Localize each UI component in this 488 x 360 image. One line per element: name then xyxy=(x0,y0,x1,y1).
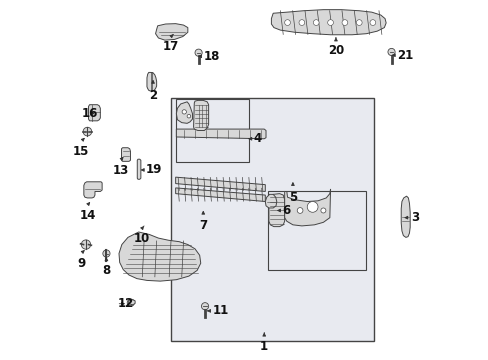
Circle shape xyxy=(127,299,134,306)
Polygon shape xyxy=(128,300,135,305)
Circle shape xyxy=(327,20,333,26)
Circle shape xyxy=(187,114,190,118)
Text: 1: 1 xyxy=(260,339,268,352)
Circle shape xyxy=(369,20,375,26)
Circle shape xyxy=(83,127,92,136)
Text: 18: 18 xyxy=(203,50,219,63)
Text: 16: 16 xyxy=(81,107,98,120)
Polygon shape xyxy=(271,10,386,35)
Text: 7: 7 xyxy=(199,220,207,233)
Text: 17: 17 xyxy=(163,40,179,53)
Polygon shape xyxy=(176,129,265,139)
Text: 5: 5 xyxy=(288,191,296,204)
Text: 20: 20 xyxy=(327,44,344,58)
Polygon shape xyxy=(83,182,102,198)
Polygon shape xyxy=(88,105,100,121)
Text: 10: 10 xyxy=(134,232,150,245)
Bar xyxy=(267,191,366,270)
Circle shape xyxy=(341,20,347,26)
Circle shape xyxy=(297,208,303,213)
Polygon shape xyxy=(119,232,201,281)
Text: 13: 13 xyxy=(112,164,129,177)
Bar xyxy=(171,98,373,341)
Polygon shape xyxy=(193,100,208,131)
Polygon shape xyxy=(121,148,130,161)
Text: 9: 9 xyxy=(77,257,85,270)
Text: 2: 2 xyxy=(149,89,157,102)
Text: 21: 21 xyxy=(396,49,412,62)
Text: 15: 15 xyxy=(73,145,89,158)
Circle shape xyxy=(195,49,202,56)
Text: 8: 8 xyxy=(102,264,110,277)
Text: 19: 19 xyxy=(145,163,162,176)
Circle shape xyxy=(313,20,319,26)
Text: 4: 4 xyxy=(253,132,261,145)
Polygon shape xyxy=(268,194,284,226)
Circle shape xyxy=(102,250,110,257)
Polygon shape xyxy=(137,159,141,179)
Text: 14: 14 xyxy=(79,210,96,222)
Circle shape xyxy=(298,20,304,26)
Circle shape xyxy=(182,110,186,114)
Text: 11: 11 xyxy=(212,305,228,318)
Polygon shape xyxy=(175,188,265,202)
Circle shape xyxy=(387,48,394,55)
Polygon shape xyxy=(155,24,187,40)
Polygon shape xyxy=(265,194,276,208)
Polygon shape xyxy=(147,72,156,91)
Polygon shape xyxy=(284,189,330,226)
Text: 3: 3 xyxy=(410,211,419,224)
Polygon shape xyxy=(176,102,192,123)
Circle shape xyxy=(81,240,90,249)
Polygon shape xyxy=(400,196,409,237)
Text: 12: 12 xyxy=(117,297,133,310)
Circle shape xyxy=(201,303,208,310)
Polygon shape xyxy=(175,177,265,192)
Circle shape xyxy=(284,20,290,26)
Circle shape xyxy=(356,20,362,26)
Text: 6: 6 xyxy=(282,204,290,217)
Bar xyxy=(175,99,249,162)
Circle shape xyxy=(320,208,325,213)
Circle shape xyxy=(306,202,317,212)
